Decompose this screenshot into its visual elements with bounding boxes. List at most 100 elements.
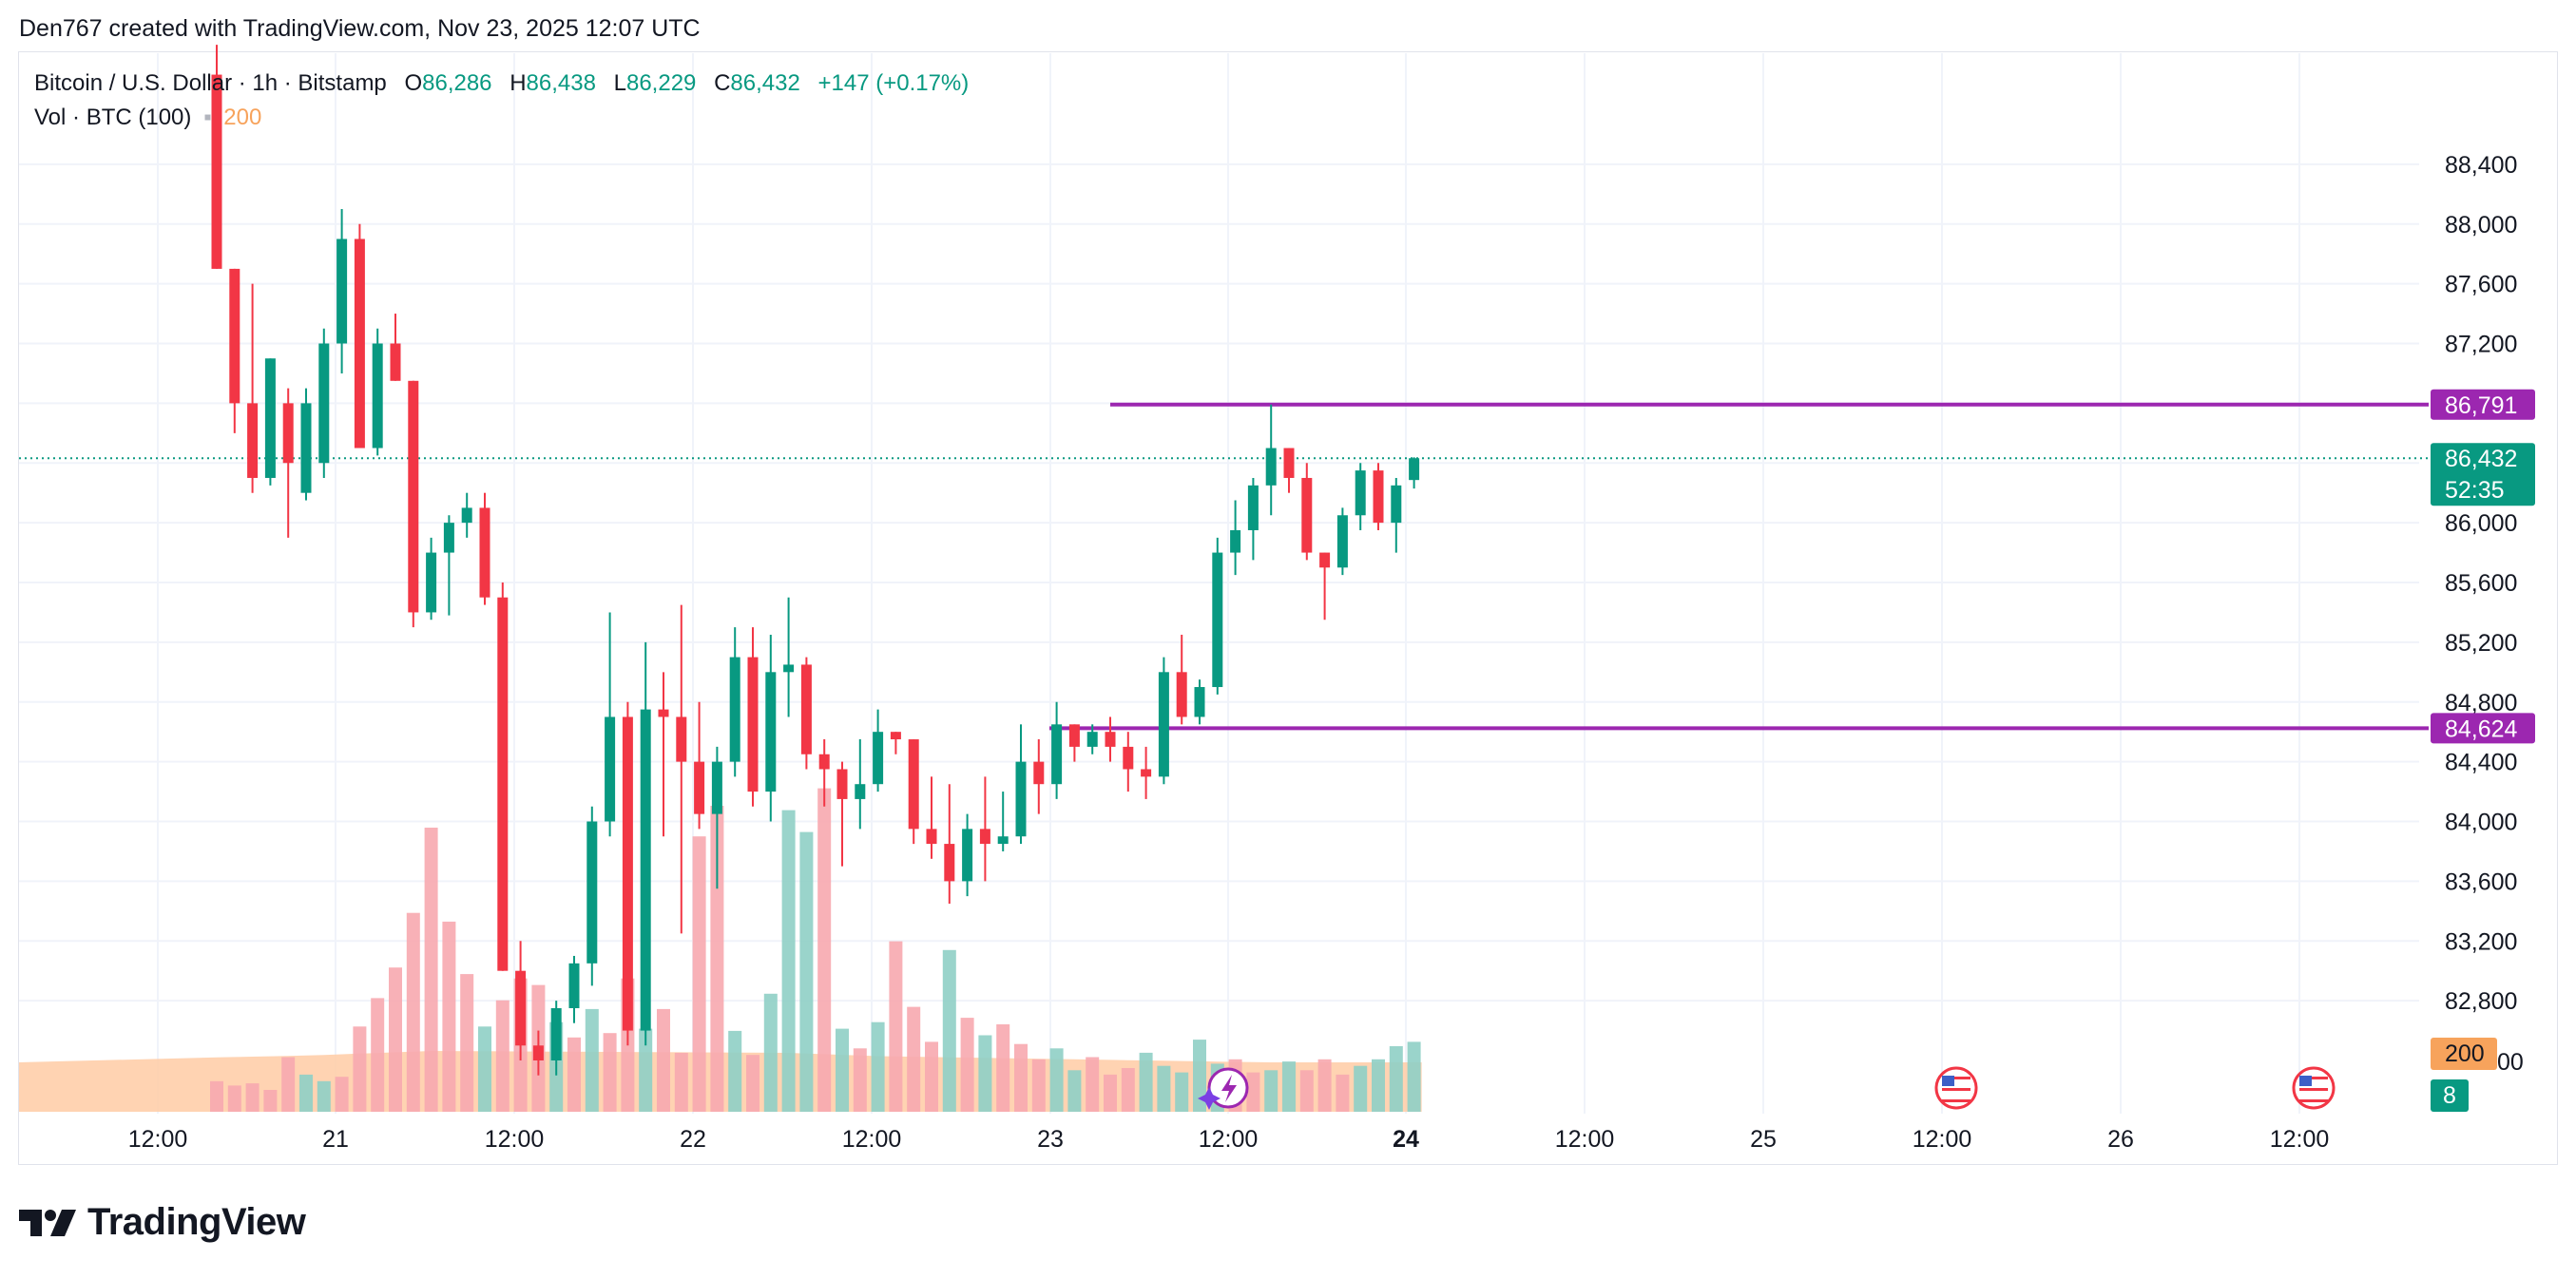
candle[interactable] xyxy=(694,701,705,830)
us-economic-event-icon[interactable] xyxy=(1934,1066,1978,1110)
candle[interactable] xyxy=(1033,739,1045,814)
candle[interactable] xyxy=(1158,657,1169,785)
brand[interactable]: TradingView xyxy=(19,1201,306,1244)
candle[interactable] xyxy=(944,784,955,904)
candle[interactable] xyxy=(229,268,240,433)
price-level-badge-label: 86,791 xyxy=(2445,392,2517,419)
price-level-badge[interactable]: 84,624 xyxy=(2431,713,2535,744)
candle[interactable] xyxy=(515,941,527,1060)
volume-bar xyxy=(281,1057,296,1112)
candle[interactable] xyxy=(1391,477,1402,553)
volume-bar xyxy=(371,998,385,1112)
candles[interactable] xyxy=(211,45,1420,1076)
candle[interactable] xyxy=(855,739,866,830)
candle[interactable] xyxy=(1086,724,1098,754)
candle[interactable] xyxy=(211,45,222,269)
candle[interactable] xyxy=(1247,477,1259,561)
candle[interactable] xyxy=(1141,746,1152,799)
candle[interactable] xyxy=(962,813,973,897)
candle[interactable] xyxy=(890,732,901,754)
candle[interactable] xyxy=(1265,404,1277,516)
candle[interactable] xyxy=(300,388,312,501)
candle[interactable] xyxy=(1212,537,1223,695)
volume-current-badge-label: 8 xyxy=(2443,1082,2456,1109)
volume-bar xyxy=(406,912,420,1112)
volume-current-badge[interactable]: 8 xyxy=(2431,1079,2469,1112)
candle[interactable] xyxy=(479,492,490,605)
candle[interactable] xyxy=(426,537,437,620)
candle[interactable] xyxy=(979,776,990,882)
candle-body xyxy=(1033,761,1045,785)
candle[interactable] xyxy=(408,380,419,628)
candle[interactable] xyxy=(765,635,777,822)
candle[interactable] xyxy=(282,388,294,538)
candle[interactable] xyxy=(1301,463,1313,561)
candle[interactable] xyxy=(550,1001,562,1076)
candle[interactable] xyxy=(818,739,830,807)
candle[interactable] xyxy=(1319,552,1331,620)
candle-body xyxy=(229,268,240,404)
candle-body xyxy=(1319,552,1331,568)
candle[interactable] xyxy=(783,597,795,717)
volume-bar xyxy=(1157,1065,1171,1112)
candle[interactable] xyxy=(658,672,669,837)
volume-bar xyxy=(996,1024,1010,1112)
candle[interactable] xyxy=(318,328,330,478)
candle[interactable] xyxy=(926,776,937,859)
candle-body xyxy=(318,343,330,464)
legend-volume-label[interactable]: Vol · BTC (100) xyxy=(34,105,192,130)
candle[interactable] xyxy=(800,657,812,770)
candle[interactable] xyxy=(264,358,276,486)
candle[interactable] xyxy=(1015,724,1027,845)
candle[interactable] xyxy=(1051,701,1063,799)
candle[interactable] xyxy=(1068,724,1080,762)
candle[interactable] xyxy=(1105,716,1116,762)
volume-bar xyxy=(1067,1070,1082,1112)
y-axis[interactable]: 88,400 88,000 87,600 87,200 86,000 85,600 85,2… xyxy=(2445,152,2517,1015)
flash-event-icon[interactable] xyxy=(1198,1067,1249,1110)
volume-average-badge[interactable]: 200 xyxy=(2431,1038,2497,1070)
candle[interactable] xyxy=(1283,448,1295,493)
price-level-badge[interactable]: 86,791 xyxy=(2431,389,2535,420)
candle[interactable] xyxy=(747,627,759,807)
candle[interactable] xyxy=(729,627,740,777)
candle[interactable] xyxy=(372,328,383,456)
candle[interactable] xyxy=(497,582,509,971)
candle-body xyxy=(1105,732,1116,747)
candle[interactable] xyxy=(247,283,259,493)
candle[interactable] xyxy=(586,806,598,986)
candle[interactable] xyxy=(443,515,454,616)
candle[interactable] xyxy=(532,1030,544,1076)
candle[interactable] xyxy=(1373,463,1384,530)
candle[interactable] xyxy=(836,761,848,867)
candle[interactable] xyxy=(908,739,919,845)
candle[interactable] xyxy=(1409,457,1420,489)
legend-symbol[interactable]: Bitcoin / U.S. Dollar · 1h · Bitstamp xyxy=(34,70,387,96)
current-price-badge[interactable]: 86,432 52:35 xyxy=(2431,443,2535,506)
candle-body xyxy=(1265,448,1277,486)
candle-body xyxy=(586,821,598,964)
candle[interactable] xyxy=(1176,635,1187,725)
candle[interactable] xyxy=(622,701,633,1046)
candle[interactable] xyxy=(336,209,348,373)
us-economic-event-icon[interactable] xyxy=(2292,1066,2336,1110)
candle[interactable] xyxy=(1355,463,1366,530)
candle-body xyxy=(300,403,312,493)
candle[interactable] xyxy=(997,792,1009,851)
candle[interactable] xyxy=(1123,732,1134,792)
candle[interactable] xyxy=(711,746,722,889)
candle[interactable] xyxy=(1230,500,1241,576)
candle[interactable] xyxy=(390,314,401,381)
candle-body xyxy=(783,664,795,673)
x-axis[interactable]: 12:00 21 12:00 22 12:00 23 12:00 24 12:00 25 12:00… xyxy=(128,1126,2330,1153)
candle[interactable] xyxy=(568,955,580,1023)
candle[interactable] xyxy=(1194,679,1205,725)
candle[interactable] xyxy=(605,612,616,837)
candle[interactable] xyxy=(461,492,472,538)
candle[interactable] xyxy=(354,223,365,449)
candle[interactable] xyxy=(676,604,687,934)
candle[interactable] xyxy=(1336,507,1348,576)
candle[interactable] xyxy=(873,709,884,792)
candle[interactable] xyxy=(640,641,651,1046)
